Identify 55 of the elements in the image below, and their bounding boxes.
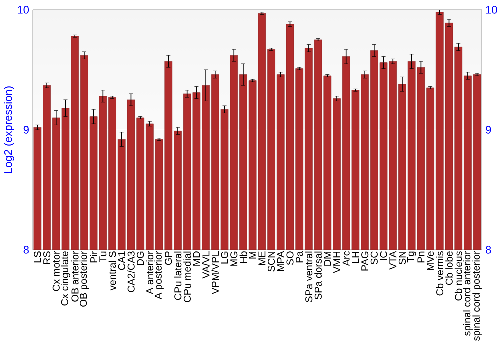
y-axis-title: Log2 (expression) [4, 86, 14, 174]
x-tick-label: SN [398, 252, 406, 265]
y2-tick-label: 8 [486, 246, 492, 254]
x-tick-label: MPA [277, 251, 284, 272]
x-tick-label: VMH [334, 252, 340, 274]
x-tick-label: Tu [100, 252, 107, 262]
y2-tick-label: 9 [486, 126, 492, 134]
x-tick-label: spinal cord posterior [472, 251, 482, 341]
x-tick-label: Cx motor [52, 251, 60, 292]
x-tick-label: Tg [407, 252, 416, 263]
y-tick-label: 8 [24, 246, 29, 254]
x-tick-label: A anterior [146, 251, 154, 295]
x-tick-label: CPu medial [184, 252, 192, 302]
x-tick-label: OB anterior [71, 251, 79, 302]
x-tick-label: VTA [390, 251, 397, 270]
x-tick-label: ventral S [108, 252, 116, 291]
x-tick-label: SCN [268, 252, 276, 272]
x-tick-label: MD [193, 252, 200, 266]
x-tick-label: Arc [342, 251, 350, 266]
x-tick-label: MG [230, 252, 238, 266]
y-tick-label: 9 [24, 126, 29, 134]
x-tick-label: LH [352, 252, 360, 264]
x-tick-label: DG [137, 252, 144, 266]
x-tick-label: Hb [240, 252, 248, 264]
x-tick-label: SPa dorsal [314, 252, 322, 300]
x-tick-label: GP [165, 252, 172, 266]
x-tick-label: LG [221, 252, 228, 264]
x-tick-label: Pa [296, 251, 304, 263]
x-tick-label: Cb vermis [436, 252, 444, 296]
x-tick-label: MVe [427, 252, 434, 270]
x-tick-label: CA2/CA3 [128, 252, 135, 292]
x-tick-label: VA/VL [202, 252, 210, 279]
x-tick-label: SC [370, 252, 378, 265]
x-tick-label: ME [258, 252, 266, 266]
y-tick-label: 10 [18, 6, 30, 14]
y2-tick-label: 10 [486, 6, 498, 14]
x-tick-label: M [249, 252, 256, 259]
x-tick-label: VPM/VPL [212, 252, 220, 294]
x-tick-label: DM [324, 252, 332, 266]
x-tick-label: SPa ventral [305, 252, 313, 302]
x-tick-label: Cb lobe [446, 252, 453, 286]
x-tick-label: Pn [418, 252, 425, 263]
x-tick-label: SO [286, 252, 294, 266]
x-tick-label: OB posterior [80, 251, 90, 307]
x-tick-label: CA1 [118, 252, 126, 270]
x-tick-label: A posterior [154, 251, 164, 300]
x-tick-label: IC [380, 252, 388, 260]
x-tick-label: PAG [362, 252, 369, 271]
x-tick-label: spinal cord anterior [463, 251, 473, 336]
x-tick-label: LS [34, 252, 42, 263]
x-tick-label: Pir [90, 251, 98, 263]
x-tick-label: Cx cingulate [61, 252, 70, 306]
x-tick-label: CPu lateral [174, 252, 182, 300]
x-tick-label: RS [44, 252, 51, 264]
x-tick-label: Cb nucleus [454, 252, 462, 301]
